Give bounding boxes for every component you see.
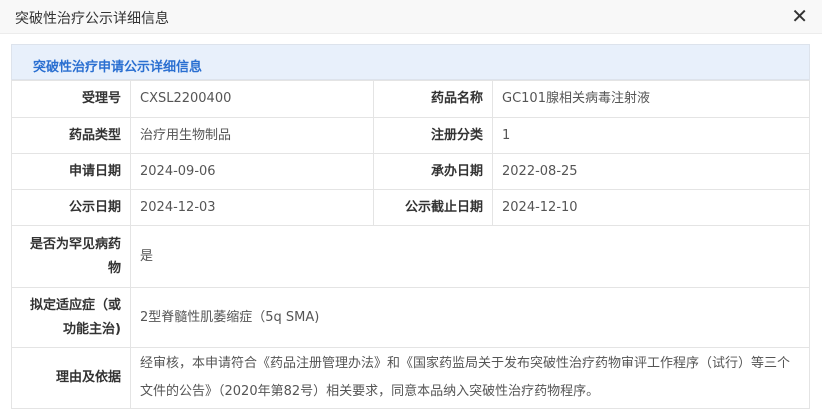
detail-panel: 突破性治疗申请公示详细信息 受理号 CXSL2200400 药品名称 GC101… (11, 44, 810, 409)
field-label: 药品类型 (11, 117, 131, 154)
field-label: 注册分类 (373, 117, 493, 154)
table-row: 药品类型 治疗用生物制品 注册分类 1 (11, 117, 810, 154)
field-label: 是否为罕见病药物 (11, 225, 131, 288)
field-label: 公示日期 (11, 189, 131, 226)
field-value: 经审核，本申请符合《药品注册管理办法》和《国家药监局关于发布突破性治疗药物审评工… (130, 347, 810, 409)
field-label: 理由及依据 (11, 347, 131, 409)
field-value: CXSL2200400 (130, 80, 374, 118)
field-label: 公示截止日期 (373, 189, 493, 226)
field-value: 2022-08-25 (492, 153, 810, 190)
field-value: 2024-12-03 (130, 189, 374, 226)
field-label: 申请日期 (11, 153, 131, 190)
section-title: 突破性治疗申请公示详细信息 (11, 44, 810, 80)
detail-table: 受理号 CXSL2200400 药品名称 GC101腺相关病毒注射液 药品类型 … (11, 80, 810, 409)
field-value: 治疗用生物制品 (130, 117, 374, 154)
table-row: 公示日期 2024-12-03 公示截止日期 2024-12-10 (11, 189, 810, 226)
field-value: 2024-09-06 (130, 153, 374, 190)
field-label: 药品名称 (373, 80, 493, 118)
field-label: 受理号 (11, 80, 131, 118)
field-value: 1 (492, 117, 810, 154)
table-row: 拟定适应症（或功能主治) 2型脊髓性肌萎缩症（5q SMA) (11, 287, 810, 348)
dialog-title: 突破性治疗公示详细信息 (15, 11, 169, 27)
field-value: 是 (130, 225, 810, 288)
table-row: 是否为罕见病药物 是 (11, 225, 810, 288)
field-value: GC101腺相关病毒注射液 (492, 80, 810, 118)
close-icon[interactable]: ✕ (791, 4, 808, 28)
table-row: 申请日期 2024-09-06 承办日期 2022-08-25 (11, 153, 810, 190)
field-value: 2024-12-10 (492, 189, 810, 226)
dialog-header: 突破性治疗公示详细信息 ✕ (0, 0, 822, 34)
table-row: 理由及依据 经审核，本申请符合《药品注册管理办法》和《国家药监局关于发布突破性治… (11, 347, 810, 409)
table-row: 受理号 CXSL2200400 药品名称 GC101腺相关病毒注射液 (11, 80, 810, 118)
field-label: 拟定适应症（或功能主治) (11, 287, 131, 348)
field-value: 2型脊髓性肌萎缩症（5q SMA) (130, 287, 810, 348)
field-label: 承办日期 (373, 153, 493, 190)
